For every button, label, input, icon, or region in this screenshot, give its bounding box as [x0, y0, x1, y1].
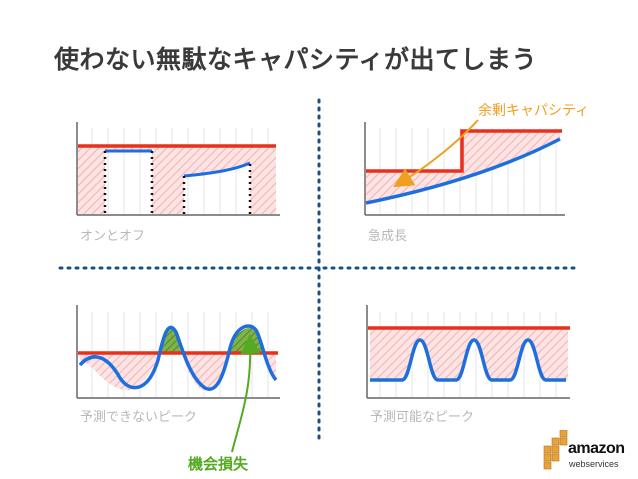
panel-predictable-peaks — [366, 305, 570, 399]
panel-label-unpredictable-peaks: 予測できないピーク — [80, 410, 198, 425]
panel-rapid-growth — [364, 119, 565, 216]
lost-opportunity-arrow — [231, 334, 261, 453]
aws-logo-word: amazon — [568, 440, 625, 457]
excess-capacity-callout: 余剰キャパシティ — [478, 103, 590, 119]
panel-label-predictable-peaks: 予測可能なピーク — [370, 410, 475, 425]
panel-label-on-off: オンとオフ — [80, 229, 146, 244]
aws-logo-icon — [543, 430, 568, 470]
aws-logo-subtitle: webservices — [569, 459, 619, 469]
waste-area — [181, 353, 228, 390]
excess-arrow — [393, 119, 479, 188]
demand-line-on-2 — [183, 161, 251, 178]
waste-area — [80, 353, 160, 391]
demand-line — [78, 324, 278, 391]
demand-line — [365, 137, 561, 205]
lost-area — [160, 327, 181, 353]
demand-line — [370, 338, 566, 382]
panel-on-off — [76, 122, 280, 216]
panel-unpredictable-peaks — [76, 305, 280, 453]
off-markers — [103, 151, 252, 214]
waste-area — [78, 146, 276, 214]
panel-label-rapid-growth: 急成長 — [368, 229, 408, 244]
waste-area — [370, 328, 568, 380]
lost-opportunity-callout: 機会損失 — [188, 455, 249, 473]
slide-title: 使わない無駄なキャパシティが出てしまう — [54, 45, 538, 74]
